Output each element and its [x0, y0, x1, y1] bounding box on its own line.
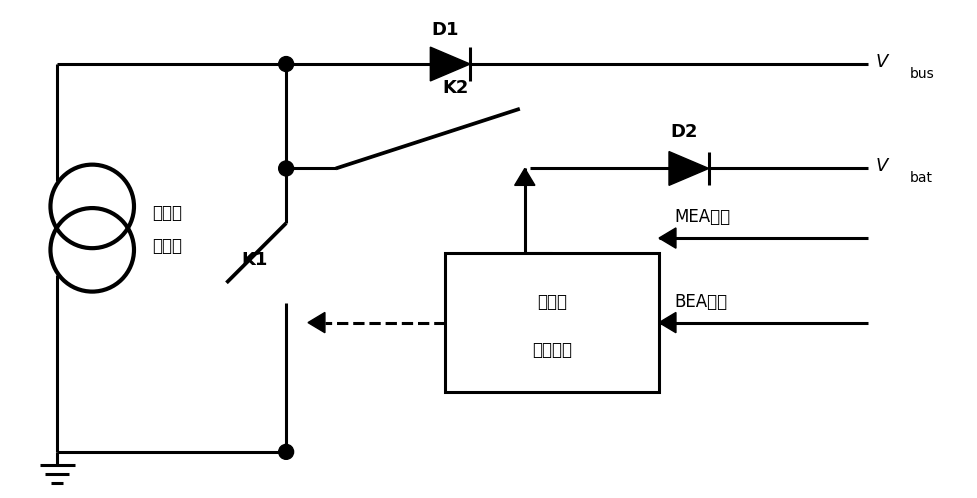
Polygon shape: [308, 312, 324, 333]
Text: 驱动电路: 驱动电路: [531, 342, 572, 360]
Circle shape: [278, 57, 293, 72]
Text: V: V: [875, 53, 887, 71]
Text: V: V: [875, 157, 887, 175]
Polygon shape: [514, 168, 534, 185]
Text: K2: K2: [442, 79, 468, 97]
Circle shape: [278, 161, 293, 176]
Text: 池子阵: 池子阵: [151, 237, 182, 255]
Text: D1: D1: [431, 21, 458, 39]
Polygon shape: [430, 47, 470, 81]
Polygon shape: [668, 151, 708, 185]
Text: K1: K1: [241, 251, 268, 269]
Polygon shape: [658, 312, 675, 333]
Text: D2: D2: [669, 123, 697, 140]
Text: 控制与: 控制与: [536, 293, 567, 311]
Polygon shape: [658, 228, 675, 248]
Bar: [445, 253, 658, 392]
Text: 太阳电: 太阳电: [151, 204, 182, 222]
Text: bus: bus: [909, 67, 933, 81]
Text: MEA电压: MEA电压: [673, 208, 730, 226]
Text: bat: bat: [909, 171, 932, 185]
Circle shape: [278, 444, 293, 459]
Text: BEA电压: BEA电压: [673, 293, 726, 311]
